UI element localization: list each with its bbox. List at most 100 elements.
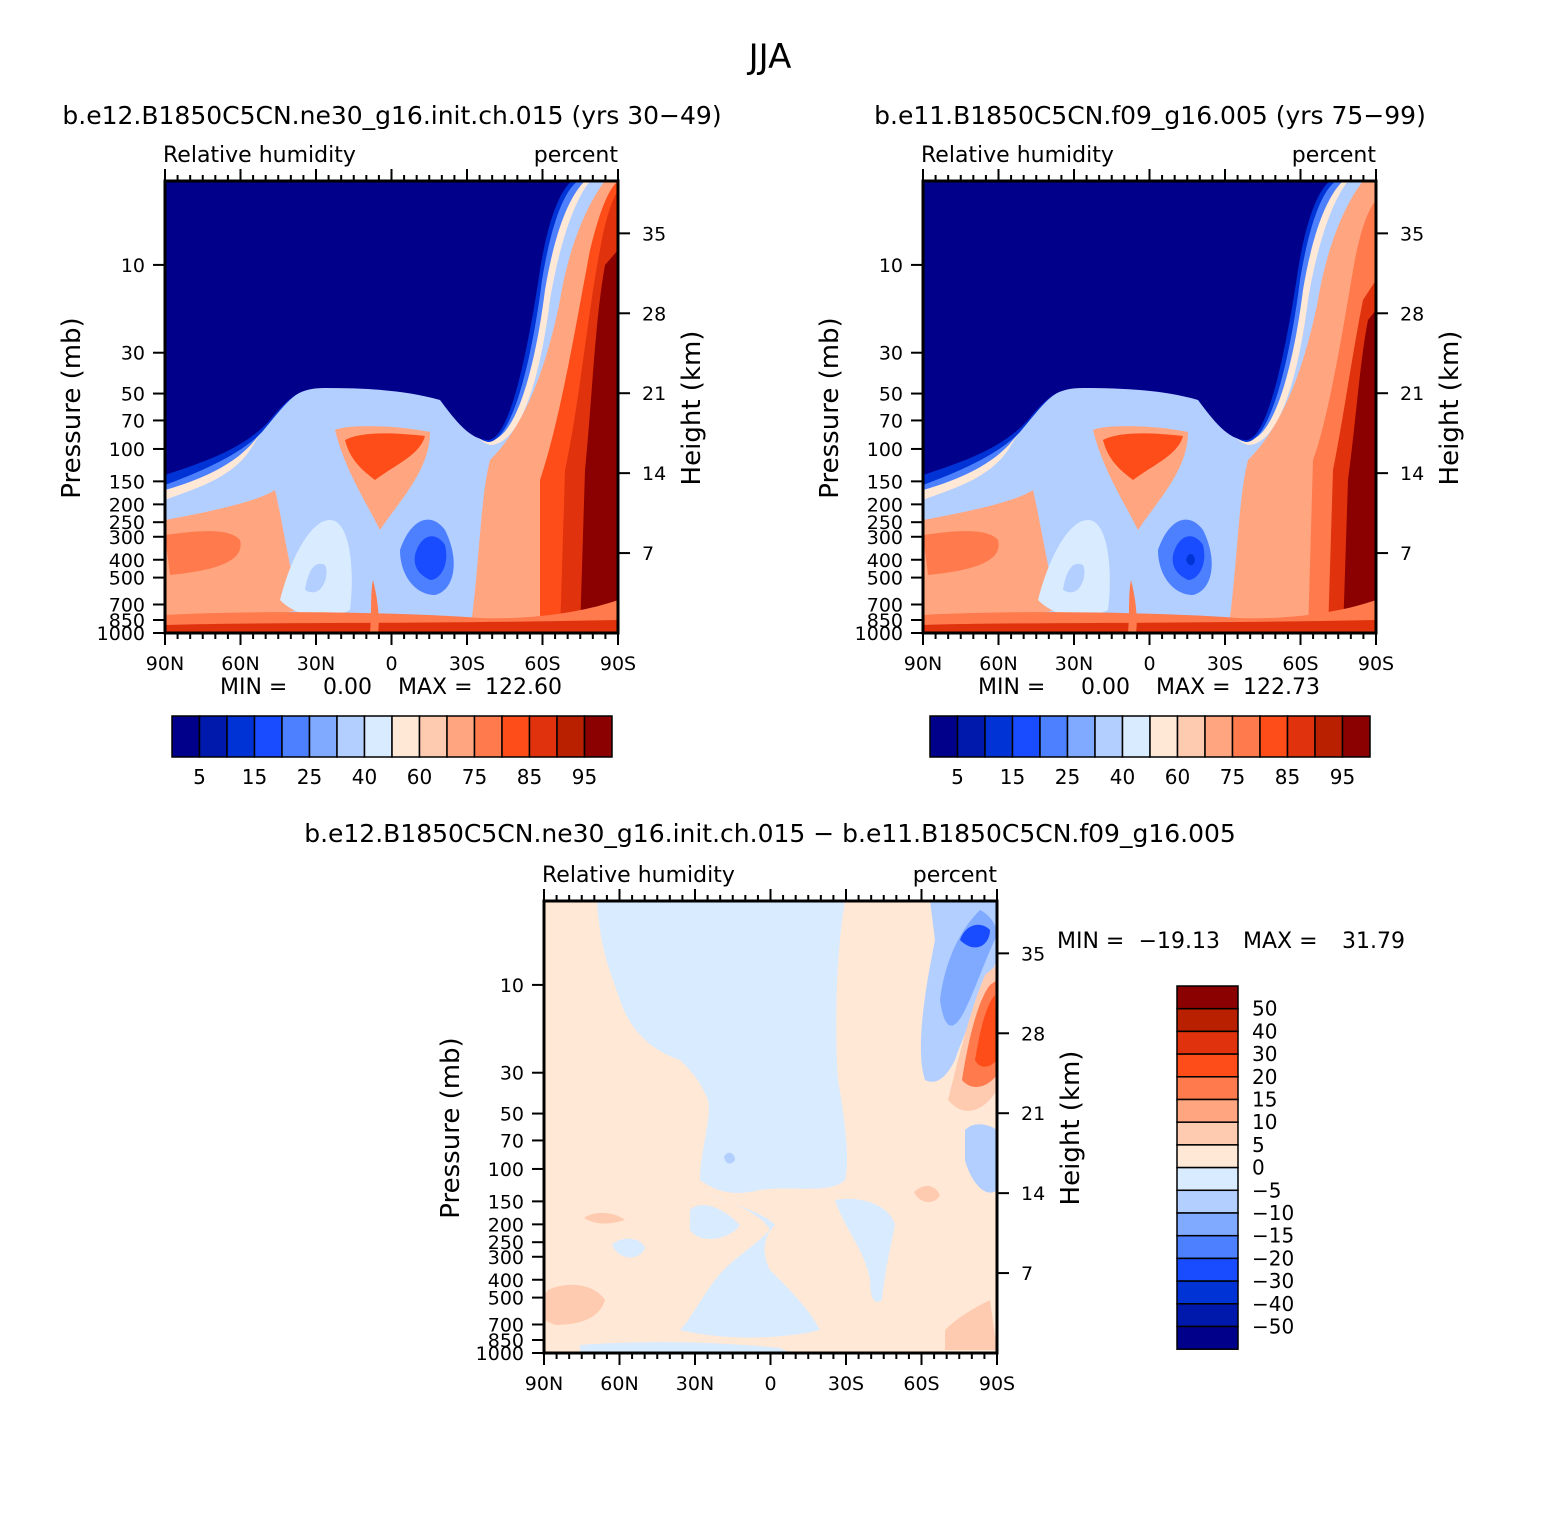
panel-a-left-subtitle: Relative humidity — [163, 143, 356, 168]
y-tick-right-label: 14 — [642, 463, 666, 485]
x-tick-label: 30N — [1055, 653, 1093, 675]
colorbar-box — [1011, 715, 1041, 758]
colorbar-box — [281, 715, 311, 758]
colorbar-label: 95 — [572, 765, 597, 789]
colorbar-box — [1176, 1234, 1239, 1260]
y-tick-label: 10 — [879, 255, 903, 277]
panel-c-left-subtitle: Relative humidity — [542, 863, 735, 888]
panel-b-left-subtitle: Relative humidity — [921, 143, 1114, 168]
panel-b-ylabel: Pressure (mb) — [815, 317, 845, 498]
colorbar-label: −30 — [1252, 1269, 1294, 1293]
panel-b-min-label: MIN = — [978, 675, 1045, 700]
panel-a-ylabel: Pressure (mb) — [57, 317, 87, 498]
panel-b-min-value: 0.00 — [1081, 675, 1130, 700]
colorbar-box — [1149, 715, 1179, 758]
x-tick-label: 60N — [221, 653, 259, 675]
panel-c-max-label: MAX = — [1243, 929, 1318, 954]
panel-a-min-label: MIN = — [220, 675, 287, 700]
colorbar-label: 15 — [1000, 765, 1025, 789]
x-tick-label: 90N — [146, 653, 184, 675]
y-tick-label: 100 — [488, 1159, 524, 1181]
y-tick-right-label: 35 — [1021, 943, 1045, 965]
panel-c-stats: MIN = −19.13 MAX = 31.79 — [1057, 929, 1405, 954]
x-tick-label: 60S — [903, 1373, 939, 1395]
x-tick-label: 0 — [1143, 653, 1155, 675]
x-tick-label: 30N — [297, 653, 335, 675]
y-tick-right-label: 21 — [1400, 383, 1424, 405]
panel-difference: b.e12.B1850C5CN.ne30_g16.init.ch.015 − b… — [304, 819, 1405, 1395]
y-tick-label: 850 — [488, 1330, 524, 1352]
colorbar-box — [1176, 985, 1239, 1010]
x-tick-label: 60S — [1282, 653, 1318, 675]
y-tick-label: 200 — [867, 494, 903, 516]
colorbar-box — [501, 715, 531, 758]
colorbar-label: 85 — [517, 765, 542, 789]
colorbar-label: −50 — [1252, 1315, 1294, 1339]
colorbar-box — [1039, 715, 1069, 758]
colorbar-label: 75 — [462, 765, 487, 789]
colorbar-box — [929, 715, 959, 758]
panel-c-title: b.e12.B1850C5CN.ne30_g16.init.ch.015 − b… — [304, 819, 1236, 848]
y-tick-label: 700 — [867, 594, 903, 616]
panel-c-right-subtitle: percent — [913, 863, 998, 888]
colorbar-box — [391, 715, 421, 758]
panel-b-ylabel-right: Height (km) — [1435, 331, 1465, 486]
colorbar-label: −5 — [1252, 1178, 1281, 1202]
y-tick-label: 150 — [109, 471, 145, 493]
colorbar-box — [1094, 715, 1124, 758]
colorbar-label: 5 — [951, 765, 964, 789]
colorbar-box — [583, 715, 613, 758]
colorbar-box — [1176, 1325, 1239, 1350]
colorbar-label: 20 — [1252, 1065, 1277, 1089]
y-tick-right-label: 7 — [1021, 1263, 1033, 1285]
colorbar-label: 75 — [1220, 765, 1245, 789]
y-tick-label: 300 — [109, 527, 145, 549]
colorbar-box — [1176, 1076, 1239, 1101]
panel-c-ylabel: Pressure (mb) — [436, 1037, 466, 1218]
colorbar-label: 40 — [352, 765, 377, 789]
colorbar-box — [1176, 1166, 1239, 1192]
colorbar-box — [1121, 715, 1151, 758]
y-tick-label: 500 — [488, 1288, 524, 1310]
y-tick-right-label: 28 — [1400, 303, 1424, 325]
colorbar-box — [956, 715, 986, 758]
y-tick-label: 400 — [867, 550, 903, 572]
y-tick-label: 100 — [867, 439, 903, 461]
colorbar-box — [1176, 1030, 1239, 1055]
colorbar-box — [1176, 1098, 1239, 1123]
panel-c-max-value: 31.79 — [1342, 929, 1405, 954]
colorbar-label: 30 — [1252, 1042, 1277, 1066]
colorbar-box — [363, 715, 393, 758]
panel-model-a: b.e12.B1850C5CN.ne30_g16.init.ch.015 (yr… — [57, 101, 722, 789]
y-tick-label: 850 — [109, 610, 145, 632]
colorbar-box — [171, 715, 201, 758]
panel-c-axes: 90N 60N 30N 0 30S 60S 90S103050701001502002503… — [476, 889, 1045, 1395]
colorbar-box — [1176, 1257, 1239, 1282]
y-tick-right-label: 21 — [642, 383, 666, 405]
panel-b-title: b.e11.B1850C5CN.f09_g16.005 (yrs 75−99) — [874, 101, 1426, 130]
x-tick-label: 30S — [449, 653, 485, 675]
panel-a-axes: 90N 60N 30N 0 30S 60S 90S103050701001502002503… — [97, 169, 666, 675]
y-tick-label: 500 — [867, 568, 903, 590]
panel-a-title: b.e12.B1850C5CN.ne30_g16.init.ch.015 (yr… — [62, 101, 721, 130]
y-tick-right-label: 28 — [1021, 1023, 1045, 1045]
y-tick-label: 150 — [488, 1191, 524, 1213]
y-tick-label: 70 — [121, 410, 145, 432]
colorbar-label: 40 — [1252, 1019, 1277, 1043]
y-tick-label: 30 — [121, 343, 145, 365]
y-tick-label: 150 — [867, 471, 903, 493]
colorbar-label: 5 — [193, 765, 206, 789]
x-tick-label: 90N — [525, 1373, 563, 1395]
field-c-shapes — [544, 901, 997, 1353]
colorbar-box — [1204, 715, 1234, 758]
y-tick-label: 50 — [500, 1104, 524, 1126]
colorbar-box — [1286, 715, 1316, 758]
colorbar-label: 15 — [242, 765, 267, 789]
y-tick-label: 10 — [121, 255, 145, 277]
panel-a-right-subtitle: percent — [534, 143, 619, 168]
colorbar-label: −20 — [1252, 1246, 1294, 1270]
y-tick-label: 300 — [488, 1247, 524, 1269]
panel-b-axes: 90N 60N 30N 0 30S 60S 90S103050701001502002503… — [855, 169, 1424, 675]
